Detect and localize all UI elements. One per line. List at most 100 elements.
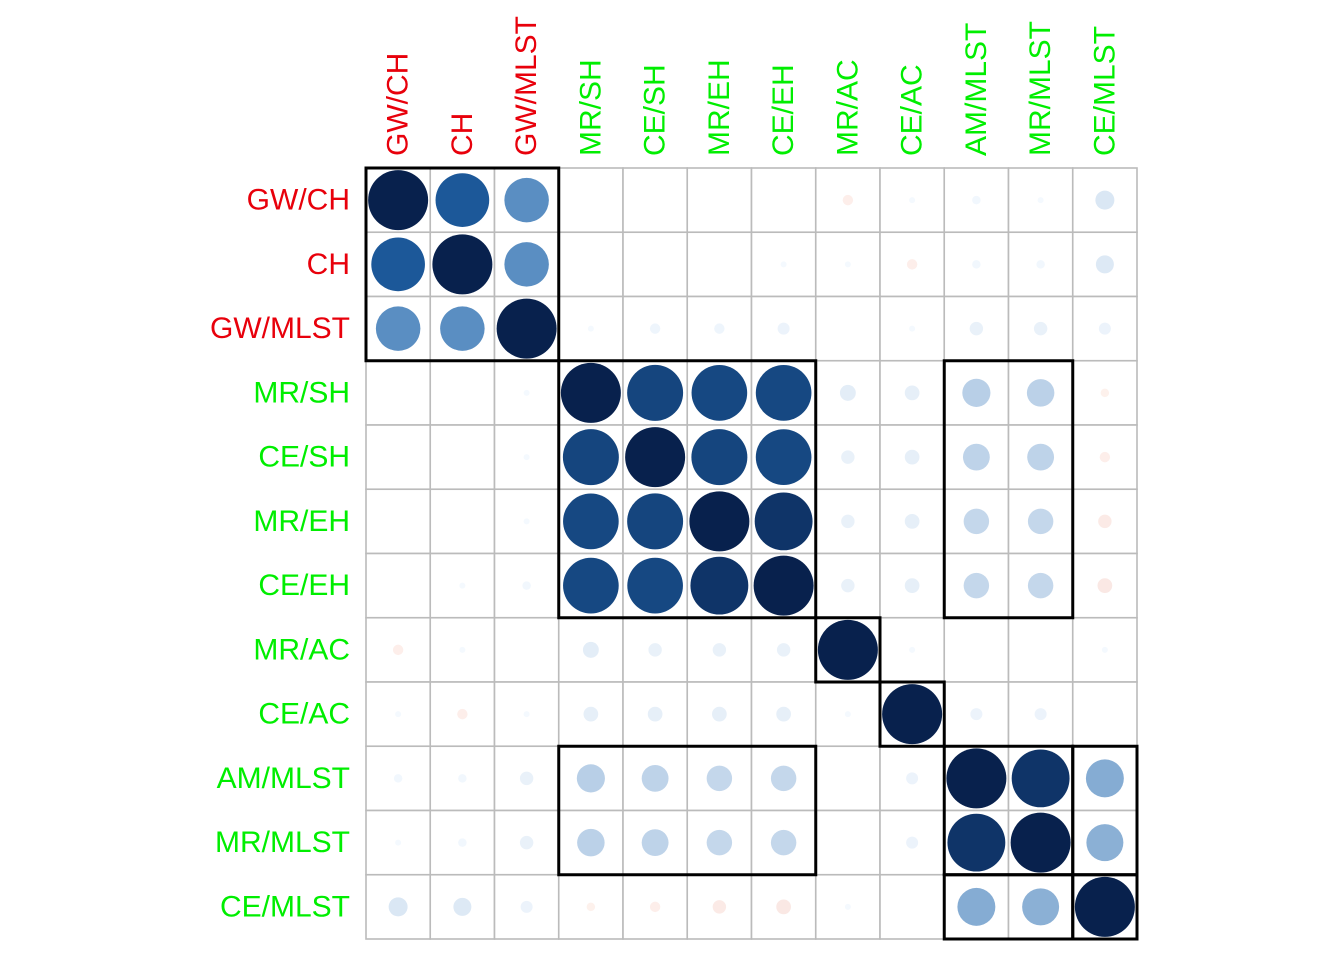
correlation-dot-3-2 bbox=[523, 389, 530, 396]
correlation-dot-9-1 bbox=[458, 774, 467, 783]
correlation-dot-6-9 bbox=[963, 572, 990, 599]
correlation-dot-8-5 bbox=[712, 706, 727, 722]
correlation-dot-2-2 bbox=[496, 298, 557, 359]
correlation-dot-8-10 bbox=[1034, 708, 1047, 721]
column-label: MR/AC bbox=[831, 59, 864, 156]
correlation-dot-3-9 bbox=[962, 378, 991, 407]
column-label: CH bbox=[446, 113, 479, 156]
correlation-dot-5-7 bbox=[841, 514, 855, 529]
row-label: GW/MLST bbox=[210, 312, 350, 345]
column-label: GW/CH bbox=[382, 53, 415, 156]
correlation-dot-4-2 bbox=[523, 454, 530, 461]
row-labels: GW/CH CH GW/MLST MR/SH CE/SH MR/EH CE/EH MR/AC C… bbox=[210, 184, 350, 924]
row-label: AM/MLST bbox=[217, 762, 350, 795]
cluster-box-4 bbox=[878, 680, 946, 748]
correlation-dot-1-11 bbox=[1095, 255, 1114, 274]
correlation-dot-6-4 bbox=[627, 557, 683, 614]
cell-4-1 bbox=[429, 424, 496, 491]
correlation-dot-5-11 bbox=[1098, 514, 1112, 529]
correlation-dot-5-3 bbox=[563, 493, 619, 550]
correlation-dot-11-9 bbox=[957, 887, 996, 926]
correlation-dot-3-11 bbox=[1100, 388, 1110, 398]
row-label: MR/MLST bbox=[215, 826, 350, 859]
correlation-dot-4-10 bbox=[1027, 443, 1055, 471]
correlation-dot-0-2 bbox=[504, 177, 549, 223]
correlation-dot-3-7 bbox=[839, 384, 856, 401]
cell-4-0 bbox=[365, 424, 432, 491]
correlation-dot-2-10 bbox=[1033, 321, 1048, 336]
cell-1-4 bbox=[622, 231, 689, 298]
correlation-dot-3-8 bbox=[904, 385, 920, 401]
correlation-dot-1-2 bbox=[504, 242, 549, 287]
cell-6-0 bbox=[365, 552, 432, 619]
row-label: CH bbox=[307, 248, 350, 281]
cell-0-4 bbox=[622, 167, 689, 234]
correlation-dot-5-5 bbox=[689, 491, 750, 552]
correlation-dot-7-1 bbox=[459, 646, 466, 653]
correlation-dot-7-11 bbox=[1101, 646, 1108, 653]
correlation-dot-5-2 bbox=[523, 518, 530, 525]
cell-1-9 bbox=[943, 231, 1010, 298]
correlation-dot-1-0 bbox=[371, 237, 425, 292]
correlation-dot-7-6 bbox=[776, 643, 791, 657]
correlation-dot-2-4 bbox=[649, 323, 661, 334]
row-label: CE/SH bbox=[258, 441, 350, 474]
cell-3-0 bbox=[365, 359, 432, 426]
correlation-dot-10-8 bbox=[906, 836, 919, 849]
correlation-dot-11-1 bbox=[453, 897, 472, 916]
correlation-dot-1-7 bbox=[844, 261, 851, 268]
cell-11-8 bbox=[879, 873, 946, 940]
row-label: CE/MLST bbox=[220, 890, 350, 923]
correlation-dot-8-6 bbox=[776, 706, 791, 722]
correlation-dot-2-0 bbox=[375, 306, 421, 351]
correlation-dot-5-6 bbox=[754, 492, 813, 551]
correlation-dot-6-1 bbox=[459, 582, 466, 589]
correlation-dots bbox=[368, 170, 1135, 937]
column-label: MR/SH bbox=[574, 59, 607, 156]
correlation-dot-9-8 bbox=[906, 772, 919, 785]
correlation-dot-2-9 bbox=[969, 321, 984, 336]
correlation-dot-11-6 bbox=[776, 899, 791, 915]
correlation-dot-3-10 bbox=[1026, 379, 1055, 407]
correlation-dot-4-4 bbox=[625, 427, 686, 488]
correlation-dot-9-3 bbox=[576, 764, 605, 793]
cluster-box-0 bbox=[364, 166, 561, 363]
cell-0-7 bbox=[814, 167, 881, 234]
correlation-dot-3-3 bbox=[560, 362, 621, 423]
correlation-dot-1-10 bbox=[1036, 260, 1045, 269]
correlation-dot-5-10 bbox=[1027, 508, 1054, 535]
correlation-dot-8-1 bbox=[457, 708, 468, 720]
correlation-dot-4-11 bbox=[1099, 451, 1111, 463]
row-label: MR/AC bbox=[253, 633, 350, 666]
correlation-dot-10-2 bbox=[519, 835, 534, 850]
correlation-dot-0-1 bbox=[435, 173, 490, 227]
correlation-dot-4-8 bbox=[904, 449, 920, 465]
correlation-dot-9-6 bbox=[770, 765, 797, 792]
correlation-dot-9-11 bbox=[1085, 759, 1124, 798]
cluster-box-3 bbox=[814, 616, 882, 684]
correlation-dot-2-5 bbox=[714, 323, 725, 334]
correlation-dot-3-4 bbox=[627, 364, 684, 421]
correlation-dot-7-7 bbox=[817, 619, 878, 680]
correlation-dot-2-8 bbox=[909, 325, 916, 332]
cell-5-0 bbox=[365, 488, 432, 555]
cluster-box-9 bbox=[1071, 873, 1139, 941]
correlation-dot-6-5 bbox=[690, 556, 749, 615]
correlation-dot-10-1 bbox=[458, 838, 467, 847]
column-label: MR/MLST bbox=[1024, 21, 1057, 156]
column-label: CE/SH bbox=[639, 64, 672, 156]
correlation-dot-10-4 bbox=[641, 829, 669, 857]
correlation-dot-1-1 bbox=[432, 234, 493, 295]
correlation-dot-9-10 bbox=[1011, 749, 1070, 808]
correlation-dot-0-0 bbox=[368, 170, 429, 231]
correlation-dot-6-3 bbox=[563, 557, 619, 614]
correlation-dot-5-4 bbox=[627, 493, 684, 550]
correlation-dot-0-8 bbox=[909, 197, 916, 204]
correlation-dot-10-11 bbox=[1086, 824, 1124, 862]
correlation-dot-8-4 bbox=[647, 706, 663, 722]
cell-3-1 bbox=[429, 359, 496, 426]
correlation-dot-10-9 bbox=[947, 813, 1006, 872]
correlation-dot-7-4 bbox=[648, 643, 662, 657]
correlation-dot-8-7 bbox=[844, 711, 851, 718]
